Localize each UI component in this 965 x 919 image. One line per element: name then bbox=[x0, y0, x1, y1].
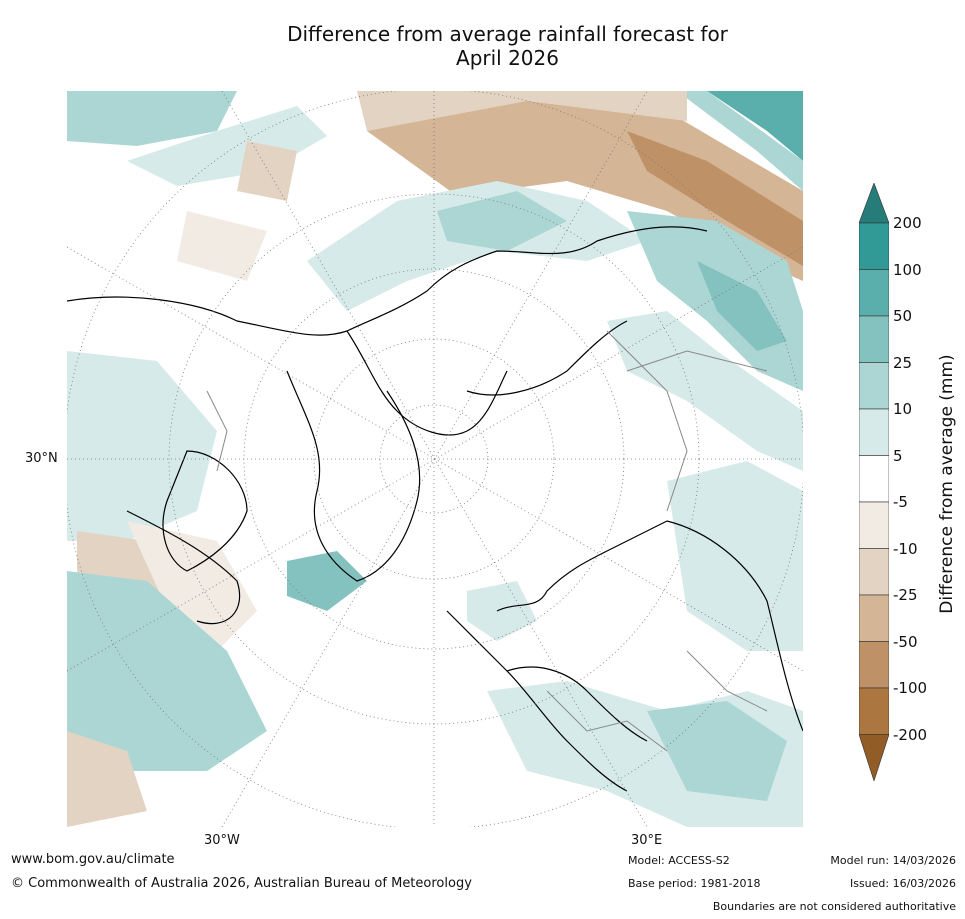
map-title: Difference from average rainfall forecas… bbox=[180, 22, 835, 70]
colorbar-band bbox=[859, 687, 889, 735]
wet-east-asia-core bbox=[697, 261, 787, 351]
wet-northwest-top bbox=[67, 91, 237, 146]
colorbar-tick-label: -25 bbox=[893, 586, 918, 604]
dry-central-pacific-faint bbox=[127, 521, 257, 651]
title-line-2: April 2026 bbox=[456, 46, 559, 70]
colorbar-band bbox=[859, 315, 889, 363]
colorbar-tick-label: 25 bbox=[893, 353, 913, 372]
colorbar-tick-label: 50 bbox=[893, 307, 913, 325]
wet-east-outer bbox=[667, 461, 803, 651]
wet-east-asia-outer bbox=[607, 311, 803, 471]
colorbar-band bbox=[859, 222, 889, 270]
colorbar-band bbox=[859, 455, 889, 503]
rainfall-anomaly-map bbox=[67, 91, 803, 827]
colorbar-band bbox=[859, 269, 889, 317]
colorbar-tick-label: 100 bbox=[893, 260, 922, 279]
dry-light-northwest bbox=[237, 141, 297, 201]
colorbar-tick-label: -10 bbox=[893, 539, 918, 558]
dry-faint-northwest bbox=[177, 211, 267, 281]
colorbar-tick-label: -50 bbox=[893, 632, 918, 651]
colorbar-band bbox=[859, 641, 889, 689]
colorbar bbox=[859, 183, 889, 781]
footer-model-run: Model run: 14/03/2026 bbox=[830, 854, 956, 867]
wet-south-band-core bbox=[647, 701, 787, 801]
country-borders bbox=[206, 330, 768, 752]
colorbar-extend-top bbox=[859, 183, 889, 224]
colorbar-label: Difference from average (mm) bbox=[937, 354, 957, 614]
colorbar-tick-label: 5 bbox=[893, 446, 903, 465]
lon-label-30w: 30°W bbox=[204, 833, 240, 848]
dry-band-northeast-strong bbox=[627, 131, 803, 266]
wet-southwest-outer bbox=[67, 571, 267, 771]
lon-label-30e: 30°E bbox=[631, 833, 663, 848]
colorbar-extend-bottom bbox=[859, 734, 889, 781]
footer-url[interactable]: www.bom.gov.au/climate bbox=[11, 852, 175, 867]
graticule bbox=[67, 91, 803, 827]
dry-southwest-corner bbox=[67, 731, 147, 827]
colorbar-tick-label: -100 bbox=[893, 679, 928, 697]
colorbar-tick-label: -5 bbox=[893, 493, 908, 511]
dry-band-northeast bbox=[367, 96, 803, 281]
colorbar-tick-label: 10 bbox=[893, 400, 913, 418]
footer-copyright: © Commonwealth of Australia 2026, Austra… bbox=[11, 876, 472, 891]
wet-europe-small bbox=[467, 581, 537, 641]
colorbar-band bbox=[859, 408, 889, 456]
wet-north-pacific-core bbox=[437, 191, 567, 251]
wet-corner-northeast bbox=[707, 91, 803, 161]
colorbar-tick-label: 200 bbox=[893, 214, 922, 232]
footer-disclaimer: Boundaries are not considered authoritat… bbox=[712, 900, 956, 913]
title-line-1: Difference from average rainfall forecas… bbox=[287, 22, 728, 46]
colorbar-band bbox=[859, 594, 889, 642]
colorbar-tick-label: -200 bbox=[893, 725, 928, 744]
colorbar-band bbox=[859, 362, 889, 410]
wet-west-atlantic-outer bbox=[67, 351, 217, 541]
colorbar-band bbox=[859, 501, 889, 549]
wet-northwest-top-light bbox=[127, 106, 327, 186]
dry-light-top bbox=[357, 91, 687, 131]
wet-greenland-south bbox=[287, 551, 367, 611]
colorbar-band bbox=[859, 548, 889, 596]
footer-issued: Issued: 16/03/2026 bbox=[849, 877, 956, 890]
footer-model: Model: ACCESS-S2 bbox=[628, 854, 730, 867]
coastlines bbox=[67, 226, 803, 792]
lat-label-30n: 30°N bbox=[25, 451, 58, 466]
footer-base-period: Base period: 1981-2018 bbox=[628, 877, 761, 890]
